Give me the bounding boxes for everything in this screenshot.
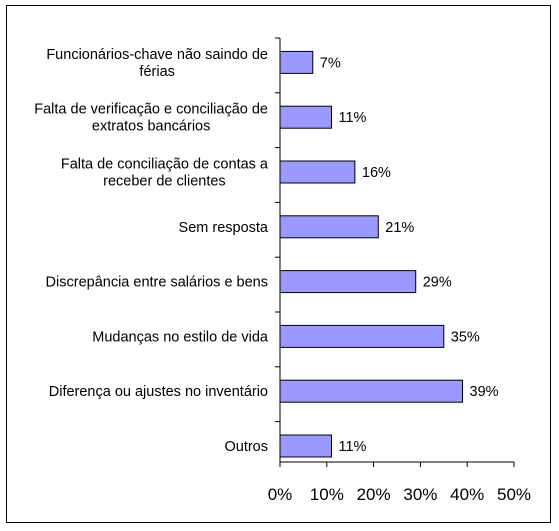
category-label: Funcionários-chave não saindo de férias <box>46 47 268 80</box>
category-label: Sem resposta <box>179 220 269 236</box>
category-label-line: Falta de conciliação de contas a <box>61 157 269 173</box>
bar <box>279 379 464 403</box>
bar <box>279 105 332 129</box>
x-tick-label: 20% <box>357 485 391 504</box>
bar <box>279 324 445 348</box>
bar <box>279 160 356 184</box>
category-label: Mudanças no estilo de vida <box>92 329 269 345</box>
category-label-line: férias <box>139 64 174 80</box>
data-label: 16% <box>362 165 391 181</box>
bar <box>279 434 332 458</box>
category-label-line: Outros <box>224 439 268 455</box>
bar <box>279 215 379 239</box>
category-label: Falta de conciliação de contas a receber … <box>61 157 269 190</box>
category-label-line: receber de clientes <box>103 174 226 190</box>
x-tick-label: 0% <box>268 485 293 504</box>
data-label: 7% <box>320 55 341 71</box>
data-label: 21% <box>385 220 414 236</box>
category-label: Discrepância entre salários e bens <box>46 275 268 291</box>
chart-frame <box>6 5 551 523</box>
data-label: 11% <box>338 439 366 455</box>
x-tick-label: 30% <box>403 485 437 504</box>
x-tick-label: 10% <box>310 485 344 504</box>
category-label: Diferença ou ajustes no inventário <box>49 384 268 400</box>
category-label-line: Sem resposta <box>179 220 269 236</box>
x-tick-label: 50% <box>497 485 531 504</box>
category-label-line: extratos bancários <box>92 119 210 135</box>
bar <box>279 50 314 74</box>
data-label: 11% <box>338 110 366 126</box>
category-label-line: Funcionários-chave não saindo de <box>46 47 268 63</box>
category-label-line: Discrepância entre salários e bens <box>46 275 268 291</box>
data-label: 39% <box>470 384 499 400</box>
category-label: Falta de verificação e conciliação de ext… <box>34 102 268 135</box>
category-label-line: Diferença ou ajustes no inventário <box>49 384 268 400</box>
x-tick-label: 40% <box>450 485 484 504</box>
bar <box>279 270 417 294</box>
data-label: 35% <box>451 329 480 345</box>
category-label-line: Falta de verificação e conciliação de <box>34 102 268 118</box>
data-label: 29% <box>423 275 452 291</box>
category-label-line: Mudanças no estilo de vida <box>92 329 269 345</box>
category-label: Outros <box>224 439 268 455</box>
